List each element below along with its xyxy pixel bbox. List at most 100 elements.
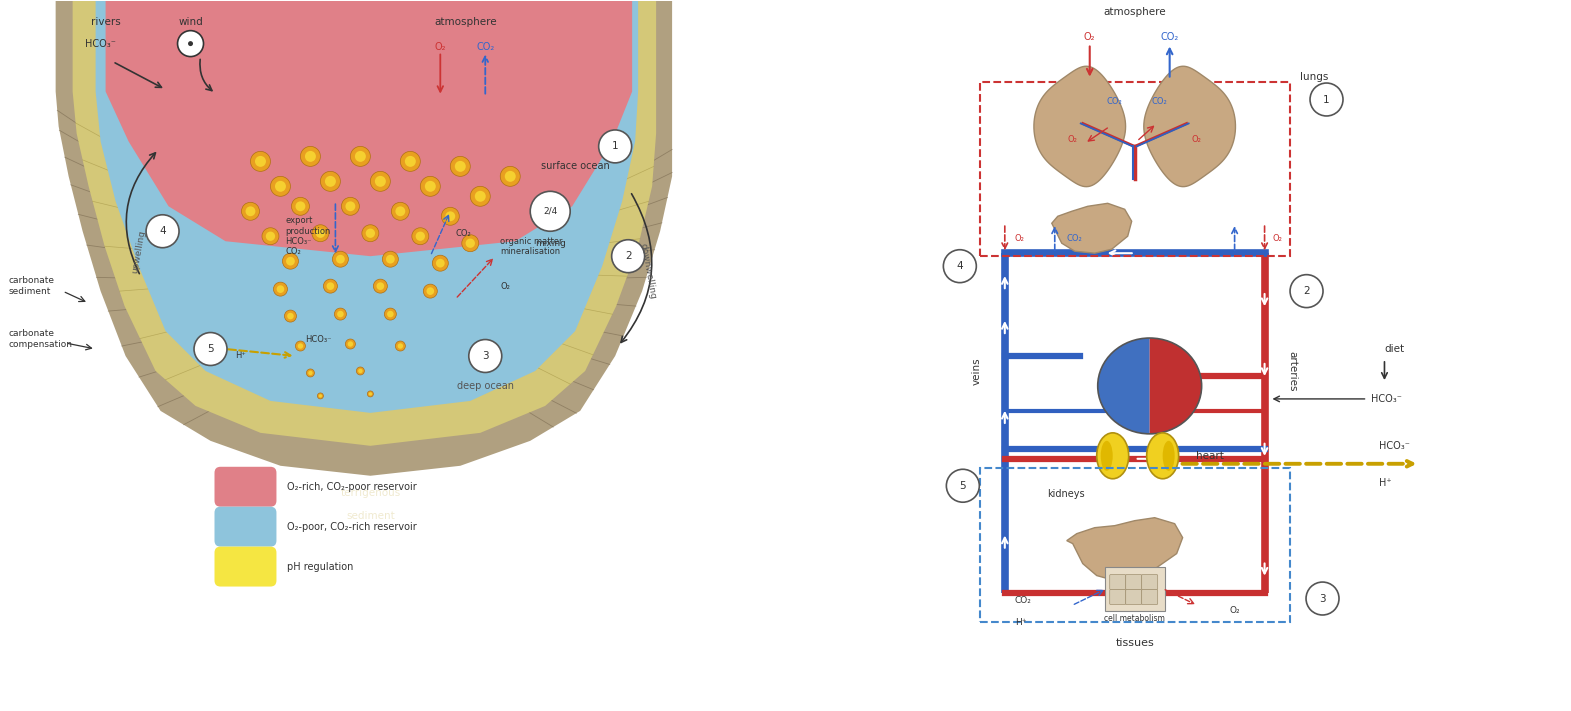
Circle shape <box>350 146 371 166</box>
Text: O₂: O₂ <box>435 42 446 52</box>
Text: mixing: mixing <box>534 239 566 248</box>
Text: surface ocean: surface ocean <box>540 161 610 171</box>
Circle shape <box>325 176 336 187</box>
Circle shape <box>284 310 297 322</box>
FancyBboxPatch shape <box>1142 574 1158 589</box>
Text: heart: heart <box>1196 451 1224 461</box>
Polygon shape <box>72 1 657 446</box>
Text: H⁺: H⁺ <box>1015 618 1026 627</box>
Text: carbonate
compensation: carbonate compensation <box>9 329 72 348</box>
Polygon shape <box>55 1 672 476</box>
Circle shape <box>424 181 435 192</box>
Text: lungs: lungs <box>1299 72 1327 82</box>
FancyBboxPatch shape <box>1126 589 1142 604</box>
Circle shape <box>319 395 322 397</box>
Circle shape <box>292 198 309 215</box>
Circle shape <box>327 282 335 290</box>
Circle shape <box>270 176 291 196</box>
Circle shape <box>454 161 465 172</box>
Circle shape <box>401 151 421 171</box>
Circle shape <box>426 287 434 295</box>
Circle shape <box>465 239 474 248</box>
Text: HCO₃⁻: HCO₃⁻ <box>305 335 331 343</box>
Text: CO₂: CO₂ <box>1152 97 1167 106</box>
FancyBboxPatch shape <box>1126 574 1142 589</box>
Circle shape <box>295 341 305 351</box>
Circle shape <box>391 203 410 220</box>
Text: organic matter
mineralisation: organic matter mineralisation <box>500 237 562 256</box>
Ellipse shape <box>1147 433 1178 479</box>
Circle shape <box>368 391 374 397</box>
Circle shape <box>396 206 405 216</box>
Circle shape <box>262 228 280 245</box>
Ellipse shape <box>1101 441 1112 471</box>
Text: veins: veins <box>972 357 982 385</box>
Text: CO₂: CO₂ <box>1108 97 1123 106</box>
Polygon shape <box>105 1 632 256</box>
Circle shape <box>346 201 355 211</box>
Circle shape <box>273 282 287 296</box>
Text: O₂: O₂ <box>1192 135 1202 144</box>
Circle shape <box>599 130 632 163</box>
Text: kidneys: kidneys <box>1046 488 1084 498</box>
Circle shape <box>412 228 429 245</box>
Text: 1: 1 <box>611 141 619 151</box>
Text: 5: 5 <box>960 481 966 491</box>
Ellipse shape <box>1163 441 1175 471</box>
Text: HCO₃⁻: HCO₃⁻ <box>85 38 116 48</box>
Circle shape <box>943 250 976 283</box>
Text: upwelling: upwelling <box>130 229 146 274</box>
Text: diet: diet <box>1384 344 1404 354</box>
Circle shape <box>316 228 325 238</box>
Circle shape <box>611 240 644 272</box>
Polygon shape <box>1150 338 1202 434</box>
Circle shape <box>474 191 485 202</box>
Text: sediment: sediment <box>346 510 394 520</box>
Circle shape <box>386 255 394 264</box>
Circle shape <box>178 31 204 57</box>
Text: terrigenous: terrigenous <box>341 488 401 498</box>
FancyBboxPatch shape <box>1142 589 1158 604</box>
Circle shape <box>361 225 379 242</box>
Text: O₂: O₂ <box>1015 234 1024 242</box>
Circle shape <box>336 255 344 264</box>
Circle shape <box>189 41 193 46</box>
Circle shape <box>377 282 385 290</box>
FancyBboxPatch shape <box>1104 567 1164 611</box>
Text: cell metabolism: cell metabolism <box>1104 614 1166 624</box>
Text: 3: 3 <box>1320 594 1326 604</box>
Text: downwelling: downwelling <box>639 242 658 300</box>
Circle shape <box>374 279 388 293</box>
Circle shape <box>324 279 338 293</box>
Circle shape <box>265 232 275 241</box>
Text: 2: 2 <box>1304 286 1310 296</box>
Circle shape <box>385 308 396 320</box>
Polygon shape <box>1098 338 1150 434</box>
Circle shape <box>357 367 364 375</box>
Circle shape <box>287 313 294 319</box>
Polygon shape <box>96 1 638 413</box>
Text: 4: 4 <box>159 226 167 236</box>
Circle shape <box>275 181 286 192</box>
Circle shape <box>470 186 490 206</box>
Text: CO₂: CO₂ <box>476 42 495 52</box>
Circle shape <box>276 285 284 293</box>
Circle shape <box>308 370 313 375</box>
FancyBboxPatch shape <box>215 467 276 507</box>
Circle shape <box>468 340 501 373</box>
Text: O₂: O₂ <box>1273 234 1282 242</box>
Text: H⁺: H⁺ <box>236 351 247 360</box>
Polygon shape <box>1144 66 1235 187</box>
Text: H⁺: H⁺ <box>1379 478 1392 488</box>
Circle shape <box>347 341 353 347</box>
Text: arteries: arteries <box>1288 351 1298 391</box>
Text: deep ocean: deep ocean <box>457 381 514 391</box>
Circle shape <box>504 171 515 182</box>
Text: HCO₃⁻: HCO₃⁻ <box>1379 441 1411 451</box>
Circle shape <box>195 333 226 365</box>
Text: O₂-rich, CO₂-poor reservoir: O₂-rich, CO₂-poor reservoir <box>287 482 418 492</box>
Text: CO₂: CO₂ <box>1015 596 1032 605</box>
Circle shape <box>297 343 303 349</box>
Text: O₂: O₂ <box>500 282 511 291</box>
Text: O₂: O₂ <box>1068 135 1078 144</box>
